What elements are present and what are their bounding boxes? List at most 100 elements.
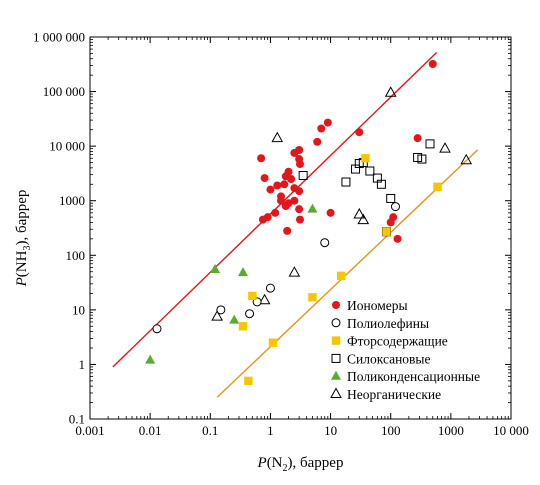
data-point — [271, 208, 280, 217]
data-point — [413, 134, 422, 143]
data-point — [271, 131, 284, 143]
data-point — [320, 238, 330, 248]
x-title-open: (N — [267, 455, 283, 471]
legend-label: Силоксановые — [347, 351, 431, 366]
data-point — [273, 181, 282, 190]
data-point — [238, 322, 248, 331]
data-point — [248, 291, 257, 301]
data-point — [260, 174, 269, 183]
data-point — [290, 184, 299, 193]
data-point — [245, 309, 255, 319]
x-title-close: ), баррер — [288, 455, 344, 471]
y-title-open: (NH — [14, 250, 30, 277]
y-tick-label: 100 000 — [43, 84, 85, 99]
legend-marker — [331, 353, 341, 363]
y-tick-label: 10 — [72, 302, 85, 317]
y-tick-label: 1 — [79, 357, 86, 372]
y-tick-label: 0.1 — [69, 412, 85, 427]
data-point — [460, 153, 473, 165]
data-point — [355, 128, 364, 137]
data-point — [258, 293, 271, 305]
legend-label: Фторсодержащие — [347, 334, 448, 349]
data-point — [393, 234, 402, 243]
y-title-sub: 3 — [22, 246, 33, 251]
data-point — [361, 154, 370, 163]
data-point — [268, 338, 278, 347]
y-tick-label: 1000 — [59, 193, 85, 208]
data-point — [386, 193, 396, 203]
x-tick-label: 1000 — [438, 423, 464, 438]
plot-frame — [89, 36, 512, 420]
x-tick-label: 10 — [324, 423, 337, 438]
legend-marker — [331, 336, 341, 345]
data-point — [326, 208, 335, 217]
y-title-italic: P — [14, 277, 30, 287]
data-point — [353, 207, 366, 219]
data-point — [323, 118, 332, 127]
data-point — [433, 182, 442, 191]
data-point — [295, 160, 304, 169]
tick-labels: 0.001 0.01 0.1 1 10 100 1000 10 000 0.1 1 10 100 100… — [33, 30, 529, 439]
legend: Иономеры Полиолефины Фторсодержащие Силокса… — [330, 298, 480, 402]
data-point — [357, 213, 370, 225]
data-point — [295, 215, 304, 224]
legend-label: Неорганические — [347, 387, 441, 402]
data-point — [210, 263, 221, 273]
data-point — [307, 203, 318, 213]
y-tick-label: 100 — [66, 248, 86, 263]
data-point — [295, 145, 304, 154]
data-point — [317, 124, 326, 133]
data-point — [336, 271, 346, 281]
data-point — [211, 310, 223, 321]
data-point — [298, 170, 308, 180]
y-tick-label: 1 000 000 — [33, 30, 85, 45]
data-point — [257, 154, 266, 163]
data-point — [287, 174, 296, 183]
x-title-sub: 2 — [283, 463, 288, 474]
x-tick-label: 0.1 — [202, 423, 218, 438]
data-point — [145, 354, 156, 364]
x-tick-label: 1 — [267, 423, 274, 438]
data-point — [425, 139, 435, 149]
data-point — [365, 166, 375, 176]
legend-marker — [332, 301, 340, 309]
data-point — [376, 179, 386, 189]
data-point — [244, 376, 253, 386]
data-point — [389, 213, 398, 222]
data-point — [313, 137, 322, 146]
data-point — [266, 185, 275, 194]
data-point — [288, 266, 301, 277]
data-point — [390, 202, 400, 212]
legend-marker — [331, 370, 341, 380]
data-points — [145, 60, 473, 386]
x-tick-label: 0.01 — [139, 423, 162, 438]
data-point — [280, 180, 289, 189]
legend-marker — [331, 318, 341, 328]
data-point — [238, 267, 249, 277]
data-point — [417, 154, 427, 164]
data-point — [152, 324, 162, 334]
x-title-italic: P — [257, 455, 267, 471]
data-point — [265, 283, 275, 293]
data-point — [263, 213, 272, 222]
data-point — [284, 199, 293, 208]
x-tick-label: 10 000 — [493, 423, 529, 438]
data-point — [382, 227, 391, 236]
y-tick-label: 10 000 — [49, 139, 85, 154]
x-tick-label: 100 — [381, 423, 401, 438]
data-point — [295, 205, 304, 214]
y-title-close: ), баррер — [14, 190, 30, 246]
data-point — [283, 226, 292, 235]
data-point — [277, 192, 286, 201]
legend-marker — [330, 387, 342, 398]
data-point — [439, 142, 451, 153]
data-point — [229, 314, 240, 324]
data-point — [428, 60, 437, 69]
x-tick-label: 0.001 — [75, 423, 104, 438]
data-point — [341, 177, 351, 187]
legend-label: Иономеры — [347, 298, 408, 313]
data-point — [216, 305, 226, 315]
x-axis-title: P(N2), баррер — [257, 455, 344, 474]
y-axis-title: P(NH3), баррер — [14, 190, 33, 288]
